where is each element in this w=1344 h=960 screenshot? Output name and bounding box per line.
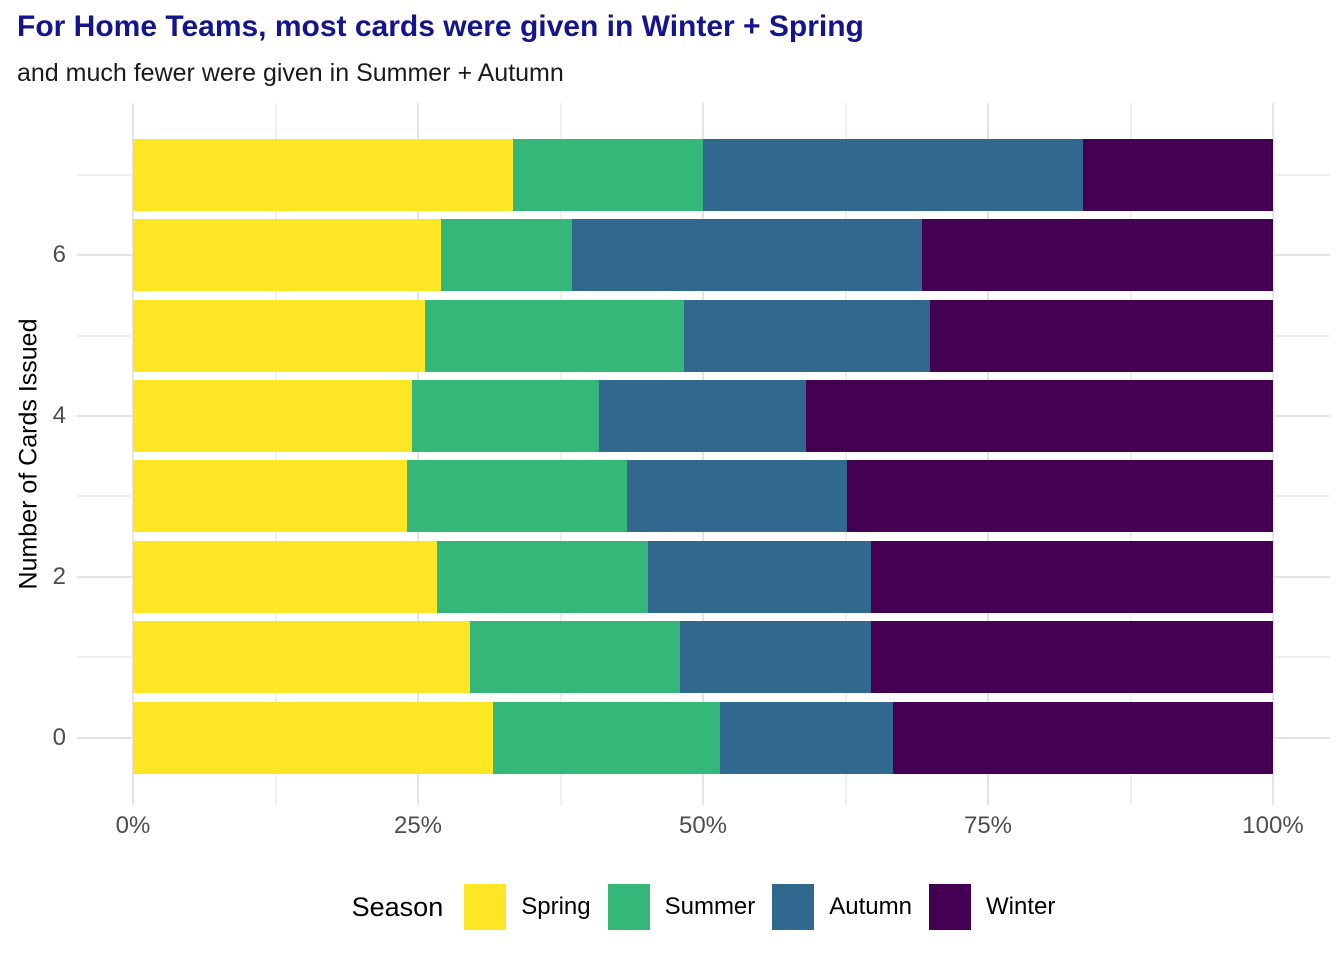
bar-segment-autumn (683, 299, 930, 372)
bar-segment-winter (870, 540, 1273, 613)
y-tick-label-6: 6 (52, 241, 66, 269)
gridline-vertical-minor (274, 103, 277, 805)
bar-segment-winter (846, 460, 1273, 533)
gridline-vertical-major (702, 103, 704, 805)
bar-segment-summer (512, 138, 703, 211)
chart-subtitle: and much fewer were given in Summer + Au… (17, 59, 564, 87)
x-tick-label-100: 100% (1242, 812, 1304, 839)
legend-entry-winter: Winter (929, 884, 1055, 930)
bar-row-cards-0 (133, 701, 1273, 774)
gridline-vertical-minor (559, 103, 562, 805)
bar-segment-summer (424, 299, 684, 372)
x-tick-label-25: 25% (393, 812, 443, 839)
bar-segment-summer (406, 460, 627, 533)
y-axis-title: Number of Cards Issued (14, 318, 43, 590)
chart-title: For Home Teams, most cards were given in… (17, 10, 864, 43)
bar-segment-spring (133, 621, 471, 694)
legend-key-winter-swatch (929, 884, 971, 930)
legend-title: Season (351, 891, 444, 922)
legend: Season Spring Summer Autumn Winter (77, 878, 1330, 936)
y-tick-label-4: 4 (52, 401, 66, 429)
bar-row-cards-6 (133, 219, 1273, 292)
bar-segment-summer (470, 621, 681, 694)
bar-segment-winter (1082, 138, 1273, 211)
bar-segment-winter (893, 701, 1273, 774)
legend-key-spring-swatch (464, 884, 507, 930)
bar-segment-autumn (702, 138, 1083, 211)
plot-panel (77, 103, 1330, 805)
gridline-vertical-major (987, 103, 989, 805)
y-tick-label-0: 0 (52, 723, 66, 751)
bar-segment-autumn (599, 379, 806, 452)
legend-entry-spring: Spring (464, 884, 591, 930)
bar-segment-summer (440, 219, 572, 292)
gridline-vertical-minor (844, 103, 847, 805)
bar-segment-winter (929, 299, 1273, 372)
bar-segment-spring (133, 379, 413, 452)
gridline-vertical-major (132, 103, 134, 805)
x-tick-label-75: 75% (963, 812, 1013, 839)
x-tick-label-0: 0% (115, 812, 151, 839)
bar-segment-winter (805, 379, 1273, 452)
legend-label-spring: Spring (521, 893, 591, 920)
bar-row-cards-3 (133, 460, 1273, 533)
bar-segment-autumn (680, 621, 871, 694)
bar-row-cards-4 (133, 379, 1273, 452)
legend-key-autumn-swatch (772, 884, 815, 930)
bar-segment-autumn (648, 540, 871, 613)
bar-row-cards-1 (133, 621, 1273, 694)
bar-segment-autumn (571, 219, 922, 292)
bar-segment-spring (133, 219, 441, 292)
bar-segment-summer (493, 701, 721, 774)
bar-segment-spring (133, 540, 438, 613)
legend-entry-autumn: Autumn (772, 884, 912, 930)
bar-segment-spring (133, 138, 513, 211)
x-tick-label-50: 50% (678, 812, 728, 839)
gridline-vertical-minor (1129, 103, 1132, 805)
legend-label-summer: Summer (664, 893, 756, 920)
bar-segment-summer (437, 540, 649, 613)
bar-segment-spring (133, 460, 407, 533)
legend-label-winter: Winter (986, 893, 1056, 920)
bar-segment-winter (870, 621, 1273, 694)
bar-row-cards-7 (133, 138, 1273, 211)
bar-segment-winter (921, 219, 1273, 292)
gridline-vertical-major (417, 103, 419, 805)
legend-items: Spring Summer Autumn Winter (464, 884, 1055, 930)
y-tick-label-2: 2 (52, 562, 66, 590)
bar-segment-autumn (626, 460, 847, 533)
legend-key-summer-swatch (607, 884, 650, 930)
bar-row-cards-2 (133, 540, 1273, 613)
legend-label-autumn: Autumn (829, 893, 912, 920)
bar-row-cards-5 (133, 299, 1273, 372)
bar-segment-spring (133, 299, 425, 372)
legend-entry-summer: Summer (607, 884, 756, 930)
bar-segment-summer (412, 379, 600, 452)
bar-segment-spring (133, 701, 494, 774)
gridline-vertical-major (1272, 103, 1274, 805)
bar-segment-autumn (720, 701, 894, 774)
